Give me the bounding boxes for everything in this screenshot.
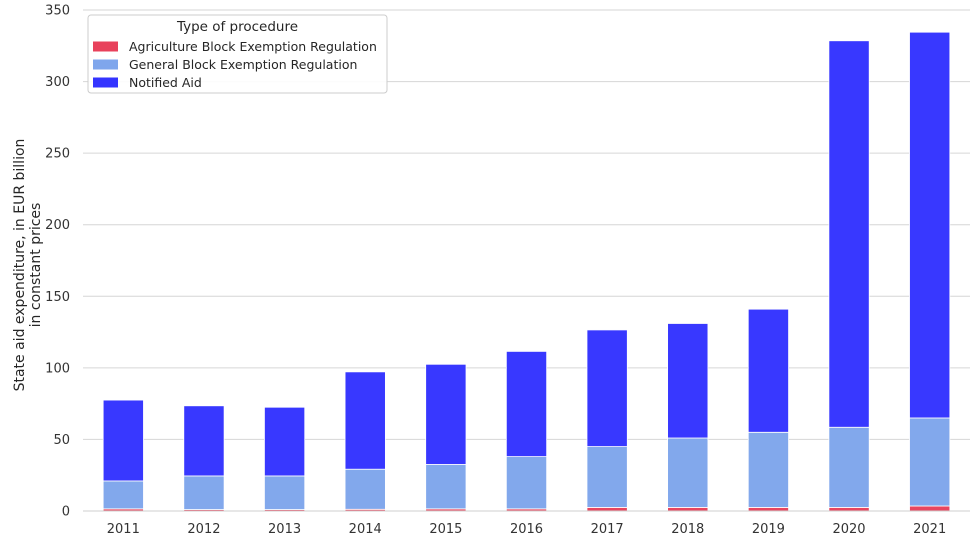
bar-2015-series-2 bbox=[425, 464, 467, 510]
y-axis-title-line-2: in constant prices bbox=[28, 203, 44, 328]
y-tick-label: 300 bbox=[45, 75, 70, 90]
y-tick-label: 100 bbox=[45, 361, 70, 376]
bar-2016-series-2 bbox=[505, 456, 548, 510]
bar-2018-series-2 bbox=[667, 437, 709, 508]
x-tick-label: 2018 bbox=[671, 522, 704, 537]
bar-2017-series-3 bbox=[586, 329, 628, 447]
bar-2014-series-2 bbox=[344, 468, 386, 510]
legend-swatch bbox=[93, 59, 118, 70]
legend: Type of procedure Agriculture Block Exem… bbox=[87, 14, 388, 94]
legend-frame bbox=[87, 14, 388, 94]
y-axis-title-line-1: State aid expenditure, in EUR billion bbox=[12, 139, 28, 392]
bar-2021-series-2 bbox=[909, 417, 951, 507]
y-tick-label: 0 bbox=[62, 505, 70, 520]
y-tick-label: 150 bbox=[45, 290, 70, 305]
y-tick-label: 50 bbox=[53, 433, 70, 448]
legend-title: Type of procedure bbox=[176, 19, 298, 35]
legend-swatch bbox=[93, 77, 118, 88]
y-axis-title: State aid expenditure, in EUR billion in… bbox=[12, 139, 44, 392]
bar-2013-series-3 bbox=[264, 406, 306, 477]
bar-2012-series-2 bbox=[183, 475, 225, 510]
x-tick-label: 2015 bbox=[429, 522, 462, 537]
bars bbox=[102, 31, 951, 512]
x-tick-label: 2011 bbox=[107, 522, 140, 537]
legend-items: Agriculture Block Exemption Regulation Ge… bbox=[93, 39, 377, 90]
bar-2019-series-1 bbox=[747, 507, 789, 512]
bar-2018-series-3 bbox=[667, 323, 709, 439]
bar-2020-series-3 bbox=[828, 40, 870, 428]
y-tick-label: 200 bbox=[45, 218, 70, 233]
y-tick-label: 350 bbox=[45, 4, 70, 19]
bar-2012-series-3 bbox=[183, 405, 225, 477]
x-tick-label: 2014 bbox=[349, 522, 382, 537]
x-tick-label: 2017 bbox=[591, 522, 624, 537]
x-tick-label: 2019 bbox=[752, 522, 785, 537]
bar-2021-series-3 bbox=[909, 31, 951, 419]
bar-2018-series-1 bbox=[667, 507, 709, 512]
x-tick-label: 2016 bbox=[510, 522, 543, 537]
bar-2017-series-1 bbox=[586, 507, 628, 512]
bar-2017-series-2 bbox=[586, 446, 628, 508]
bar-2014-series-3 bbox=[344, 371, 386, 470]
bar-2013-series-2 bbox=[264, 475, 306, 510]
bar-2019-series-3 bbox=[747, 308, 789, 433]
axes: 0 50 100 150 200 250 300 350 2011 2012 2013 2014 201… bbox=[45, 4, 970, 537]
legend-label: Agriculture Block Exemption Regulation bbox=[129, 39, 377, 54]
x-tick-label: 2021 bbox=[913, 522, 946, 537]
bar-2016-series-3 bbox=[505, 350, 548, 458]
y-tick-label: 250 bbox=[45, 147, 70, 162]
bar-2011-series-3 bbox=[102, 399, 144, 482]
bar-2019-series-2 bbox=[747, 431, 789, 508]
x-tick-label: 2013 bbox=[268, 522, 301, 537]
legend-swatch bbox=[93, 41, 118, 52]
x-tick-label: 2020 bbox=[832, 522, 865, 537]
legend-label: General Block Exemption Regulation bbox=[129, 57, 357, 72]
bar-2015-series-3 bbox=[425, 363, 467, 465]
legend-label: Notified Aid bbox=[129, 75, 202, 90]
bar-2020-series-2 bbox=[828, 426, 870, 508]
x-tick-label: 2012 bbox=[187, 522, 220, 537]
bar-2011-series-2 bbox=[102, 480, 144, 510]
bar-2021-series-1 bbox=[909, 505, 951, 512]
bar-2020-series-1 bbox=[828, 507, 870, 512]
